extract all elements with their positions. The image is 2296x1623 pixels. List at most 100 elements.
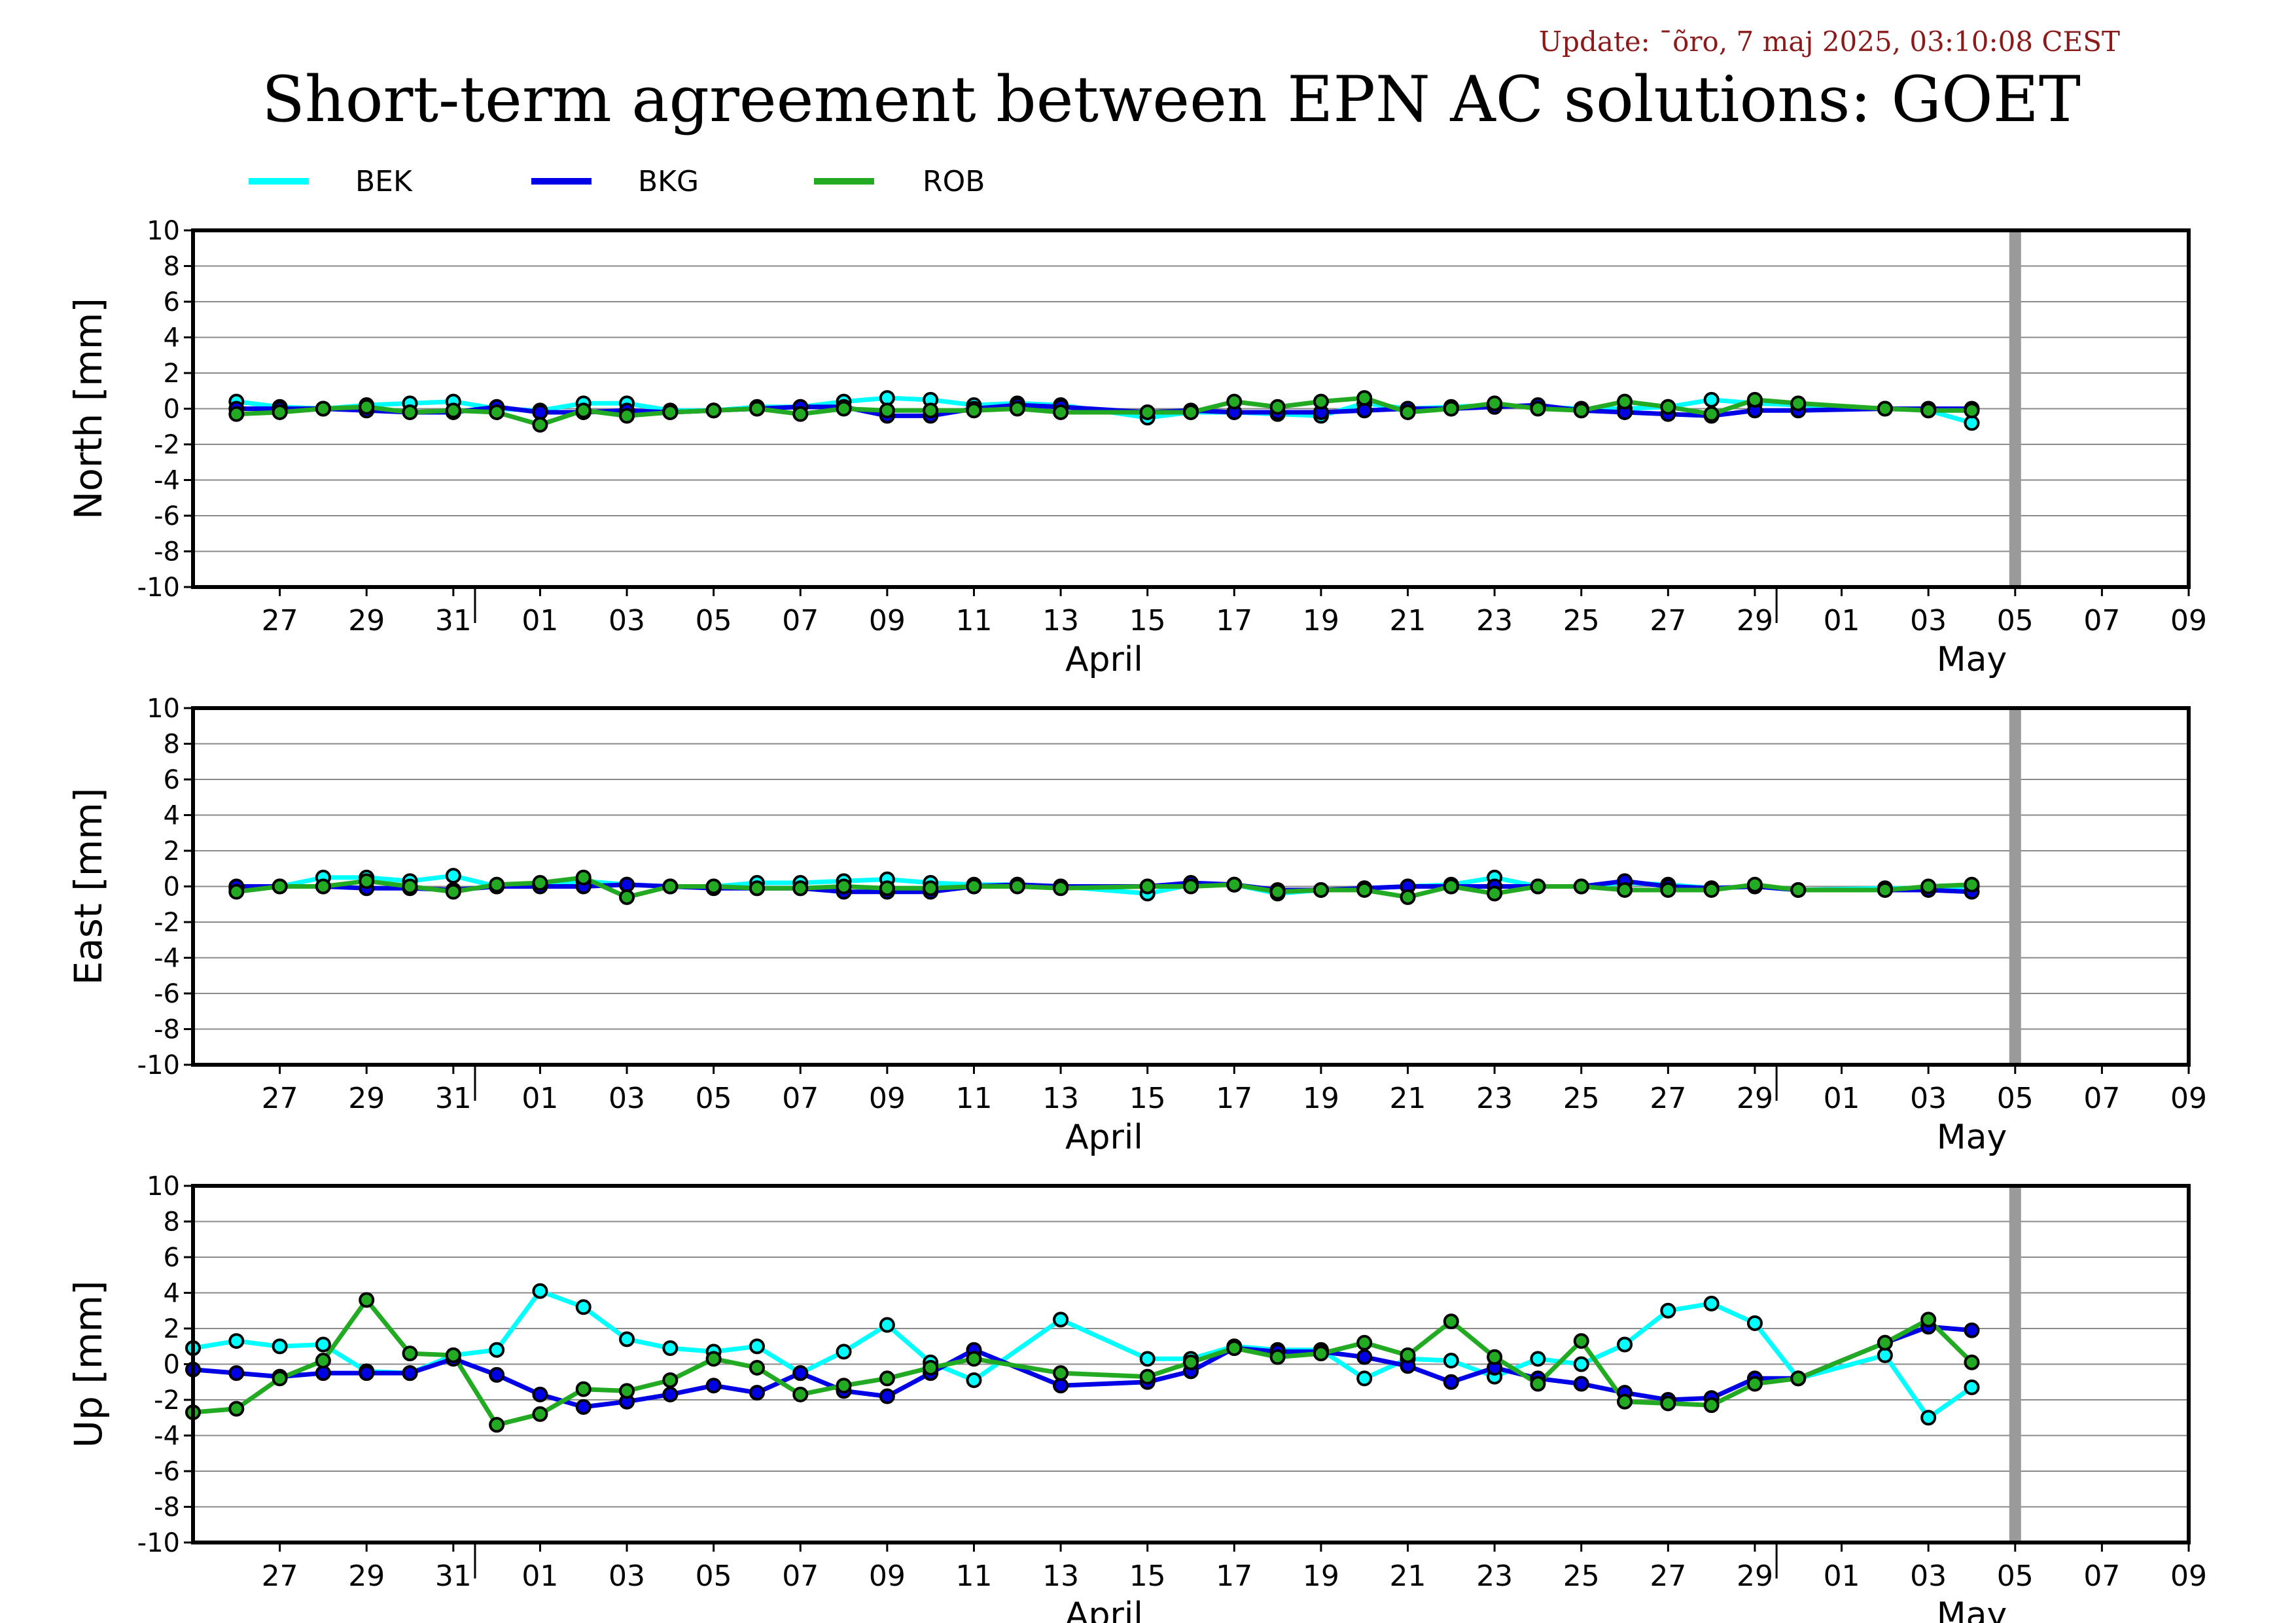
up-point-bek <box>1139 1351 1156 1367</box>
north-y-tick-label: 2 <box>164 359 180 389</box>
up-point-bkg <box>402 1365 418 1382</box>
legend-item-bkg: BKG <box>531 165 699 198</box>
east-y-tick-label: 4 <box>164 801 180 831</box>
east-y-tick-label: -4 <box>154 944 180 974</box>
east-panel: 10 8 6 4 2 0 -2 -4 -6 -8 -10 East [mm] 27 29 31 01 03 05 0… <box>66 694 2207 1157</box>
up-month-label: April <box>1065 1596 1143 1623</box>
east-point-rob <box>923 880 939 897</box>
east-x-tick-label: 29 <box>1737 1082 1773 1115</box>
north-x-tick-label: 01 <box>1824 604 1860 637</box>
east-x-tick-label: 03 <box>609 1082 645 1115</box>
up-point-bek <box>1530 1351 1546 1367</box>
north-x-tick-label: 15 <box>1129 604 1166 637</box>
up-point-bek <box>489 1342 505 1358</box>
up-x-tick-label: 23 <box>1476 1560 1513 1593</box>
up-point-bek <box>966 1372 982 1389</box>
east-y-tick-label: -6 <box>154 979 180 1009</box>
up-point-rob <box>662 1372 679 1389</box>
north-x-tick-label: 25 <box>1563 604 1600 637</box>
north-y-tick-label: 0 <box>164 395 180 425</box>
up-point-rob <box>1313 1346 1329 1362</box>
north-point-rob <box>1183 404 1199 420</box>
up-y-tick-label: 0 <box>164 1350 180 1380</box>
up-point-bek <box>1573 1356 1589 1372</box>
east-y-tick-label: 2 <box>164 836 180 866</box>
north-x-tick-label: 11 <box>955 604 992 637</box>
north-point-rob <box>662 404 679 420</box>
up-x-tick-label: 01 <box>521 1560 558 1593</box>
update-timestamp: Update: ¯õro, 7 maj 2025, 03:10:08 CEST <box>1539 26 2120 58</box>
north-x-tick-label: 17 <box>1216 604 1252 637</box>
east-point-rob <box>489 876 505 893</box>
up-x-tick-label: 03 <box>609 1560 645 1593</box>
north-point-rob <box>359 399 375 415</box>
up-point-rob <box>879 1370 895 1387</box>
up-plot-frame <box>191 1184 2191 1544</box>
north-point-rob <box>1313 393 1329 410</box>
up-point-rob <box>1226 1340 1243 1356</box>
up-point-bkg <box>315 1365 331 1382</box>
up-y-tick-label: 6 <box>164 1243 180 1273</box>
east-point-rob <box>1617 882 1633 898</box>
up-point-rob <box>1877 1334 1893 1351</box>
up-point-rob <box>1053 1365 1069 1382</box>
north-point-bek <box>1703 391 1720 408</box>
east-point-rob <box>1660 882 1676 898</box>
up-current-day-marker <box>2009 1186 2021 1543</box>
up-point-rob <box>575 1381 592 1397</box>
east-y-axis-label: East [mm] <box>66 788 111 986</box>
east-x-tick-label: 25 <box>1563 1082 1600 1115</box>
east-point-rob <box>1877 882 1893 898</box>
up-point-bek <box>1920 1410 1937 1426</box>
north-y-tick-label: 10 <box>147 216 180 246</box>
north-x-tick-label: 31 <box>435 604 472 637</box>
north-point-rob <box>1964 402 1980 419</box>
east-point-rob <box>272 878 288 895</box>
east-point-rob <box>1790 882 1807 898</box>
up-point-bek <box>1660 1302 1676 1319</box>
up-point-rob <box>359 1292 375 1308</box>
east-x-tick-label: 05 <box>1997 1082 2034 1115</box>
east-x-tick-label: 05 <box>696 1082 732 1115</box>
up-x-tick-label: 05 <box>1997 1560 2034 1593</box>
up-point-bek <box>619 1331 635 1347</box>
north-point-rob <box>489 404 505 420</box>
north-x-tick-label: 03 <box>609 604 645 637</box>
up-x-tick-label: 17 <box>1216 1560 1252 1593</box>
north-point-rob <box>705 402 722 419</box>
east-point-rob <box>1920 878 1937 895</box>
north-point-rob <box>966 402 982 419</box>
up-point-rob <box>532 1406 548 1422</box>
up-point-rob <box>402 1346 418 1362</box>
legend-label-bkg: BKG <box>638 165 699 198</box>
up-x-tick-label: 07 <box>2083 1560 2120 1593</box>
north-point-rob <box>1877 401 1893 417</box>
up-point-rob <box>445 1347 461 1363</box>
up-panel: 10 8 6 4 2 0 -2 -4 -6 -8 -10 Up [mm] 27 29 31 01 03 05 07 0… <box>66 1171 2207 1623</box>
up-point-bkg <box>705 1378 722 1394</box>
up-point-bek <box>1617 1336 1633 1353</box>
north-y-tick-label: 4 <box>164 323 180 353</box>
east-point-rob <box>1009 878 1025 895</box>
up-point-bkg <box>879 1388 895 1404</box>
east-x-tick-label: 29 <box>348 1082 385 1115</box>
north-point-rob <box>1009 401 1025 417</box>
up-x-tick-label: 03 <box>1910 1560 1947 1593</box>
north-x-tick-label: 27 <box>1650 604 1686 637</box>
north-x-tick-label: 23 <box>1476 604 1513 637</box>
north-point-rob <box>923 402 939 419</box>
up-point-rob <box>705 1351 722 1367</box>
east-x-tick-label: 09 <box>2170 1082 2207 1115</box>
north-current-day-marker <box>2009 230 2021 587</box>
up-point-rob <box>1487 1349 1503 1365</box>
up-point-bkg <box>1573 1376 1589 1392</box>
up-point-rob <box>1617 1393 1633 1410</box>
east-x-tick-label: 19 <box>1303 1082 1339 1115</box>
north-x-tick-label: 05 <box>1997 604 2034 637</box>
up-point-bkg <box>1053 1378 1069 1394</box>
up-x-tick-label: 29 <box>348 1560 385 1593</box>
east-point-rob <box>402 878 418 895</box>
north-x-tick-label: 09 <box>2170 604 2207 637</box>
up-point-rob <box>1356 1334 1373 1351</box>
east-x-tick-label: 09 <box>869 1082 906 1115</box>
